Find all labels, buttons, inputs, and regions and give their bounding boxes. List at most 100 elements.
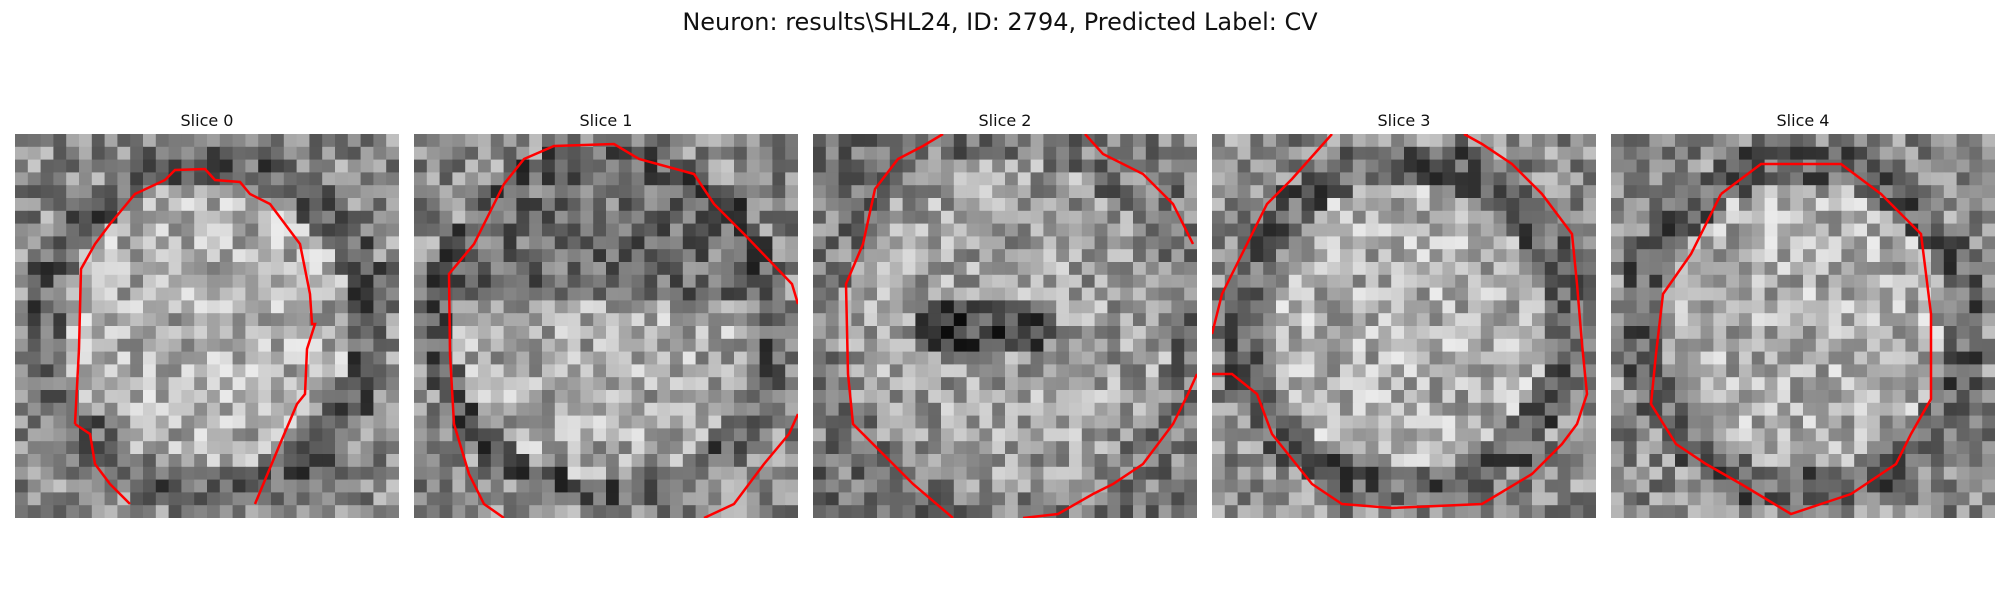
image-pixel bbox=[322, 249, 336, 263]
image-pixel bbox=[1365, 505, 1379, 518]
image-pixel bbox=[1956, 287, 1970, 301]
image-pixel bbox=[219, 159, 234, 173]
image-pixel bbox=[670, 428, 684, 442]
image-pixel bbox=[529, 466, 543, 481]
image-pixel bbox=[877, 198, 891, 212]
image-pixel bbox=[245, 313, 259, 327]
image-pixel bbox=[1030, 134, 1044, 148]
image-pixel bbox=[168, 223, 182, 237]
image-pixel bbox=[1468, 236, 1482, 250]
image-pixel bbox=[1764, 492, 1778, 506]
image-pixel bbox=[40, 441, 54, 455]
image-pixel bbox=[360, 505, 374, 518]
image-pixel bbox=[1288, 274, 1303, 289]
image-pixel bbox=[1493, 454, 1507, 468]
image-pixel bbox=[155, 479, 170, 493]
image-pixel bbox=[1879, 300, 1894, 314]
image-pixel bbox=[271, 236, 285, 250]
image-pixel bbox=[1905, 454, 1919, 468]
image-pixel bbox=[1726, 274, 1740, 289]
image-pixel bbox=[1442, 300, 1456, 314]
image-pixel bbox=[1288, 172, 1303, 186]
image-pixel bbox=[1532, 454, 1546, 468]
image-pixel bbox=[1224, 415, 1239, 429]
image-pixel bbox=[1867, 146, 1881, 161]
image-pixel bbox=[207, 249, 221, 263]
image-pixel bbox=[452, 146, 466, 161]
image-pixel bbox=[15, 441, 29, 455]
image-pixel bbox=[618, 159, 633, 173]
image-pixel bbox=[682, 326, 697, 340]
image-pixel bbox=[889, 377, 904, 391]
image-pixel bbox=[1867, 377, 1881, 391]
image-pixel bbox=[746, 134, 761, 148]
image-pixel bbox=[439, 287, 453, 301]
image-pixel bbox=[992, 492, 1006, 506]
image-pixel bbox=[335, 454, 349, 468]
image-pixel bbox=[245, 338, 259, 353]
image-pixel bbox=[1005, 223, 1019, 237]
image-pixel bbox=[168, 441, 182, 455]
image-pixel bbox=[1905, 505, 1919, 518]
image-pixel bbox=[168, 402, 182, 417]
image-pixel bbox=[542, 223, 556, 237]
image-pixel bbox=[1069, 274, 1083, 289]
image-pixel bbox=[1429, 274, 1443, 289]
image-pixel bbox=[1570, 454, 1584, 468]
image-pixel bbox=[785, 249, 798, 263]
image-pixel bbox=[66, 159, 80, 173]
image-pixel bbox=[1468, 313, 1482, 327]
image-pixel bbox=[1069, 159, 1083, 173]
image-pixel bbox=[1288, 402, 1303, 417]
image-pixel bbox=[721, 428, 735, 442]
image-pixel bbox=[1841, 364, 1855, 378]
image-pixel bbox=[838, 492, 852, 506]
image-pixel bbox=[232, 223, 246, 237]
image-pixel bbox=[1867, 454, 1881, 468]
image-pixel bbox=[1519, 479, 1533, 493]
image-pixel bbox=[746, 351, 761, 365]
image-pixel bbox=[1583, 210, 1596, 225]
image-pixel bbox=[219, 428, 234, 442]
image-pixel bbox=[915, 262, 929, 276]
image-pixel bbox=[1828, 262, 1842, 276]
image-pixel bbox=[1081, 351, 1096, 365]
image-pixel bbox=[1069, 146, 1083, 161]
image-pixel bbox=[516, 249, 530, 263]
image-pixel bbox=[928, 377, 942, 391]
image-pixel bbox=[1301, 300, 1315, 314]
image-pixel bbox=[644, 146, 658, 161]
image-pixel bbox=[1506, 364, 1520, 378]
image-pixel bbox=[1391, 377, 1405, 391]
image-pixel bbox=[606, 492, 620, 506]
image-pixel bbox=[258, 390, 272, 404]
neuron-contour bbox=[74, 422, 131, 505]
image-pixel bbox=[1288, 364, 1303, 378]
image-pixel bbox=[15, 479, 29, 493]
image-pixel bbox=[27, 274, 42, 289]
image-pixel bbox=[452, 287, 466, 301]
image-pixel bbox=[1570, 172, 1584, 186]
image-pixel bbox=[695, 223, 709, 237]
image-pixel bbox=[1803, 198, 1817, 212]
image-pixel bbox=[644, 402, 658, 417]
image-pixel bbox=[1442, 402, 1456, 417]
image-pixel bbox=[1480, 198, 1495, 212]
image-pixel bbox=[155, 134, 170, 148]
image-pixel bbox=[567, 313, 581, 327]
image-pixel bbox=[79, 415, 93, 429]
image-pixel bbox=[452, 466, 466, 481]
image-pixel bbox=[915, 415, 929, 429]
image-pixel bbox=[618, 364, 633, 378]
image-pixel bbox=[670, 479, 684, 493]
image-pixel bbox=[271, 287, 285, 301]
image-pixel bbox=[452, 492, 466, 506]
image-pixel bbox=[130, 287, 144, 301]
image-pixel bbox=[1841, 262, 1855, 276]
image-pixel bbox=[1803, 185, 1817, 199]
image-pixel bbox=[554, 146, 569, 161]
image-pixel bbox=[1340, 338, 1354, 353]
image-pixel bbox=[902, 338, 916, 353]
image-pixel bbox=[838, 223, 852, 237]
image-pixel bbox=[1956, 454, 1970, 468]
